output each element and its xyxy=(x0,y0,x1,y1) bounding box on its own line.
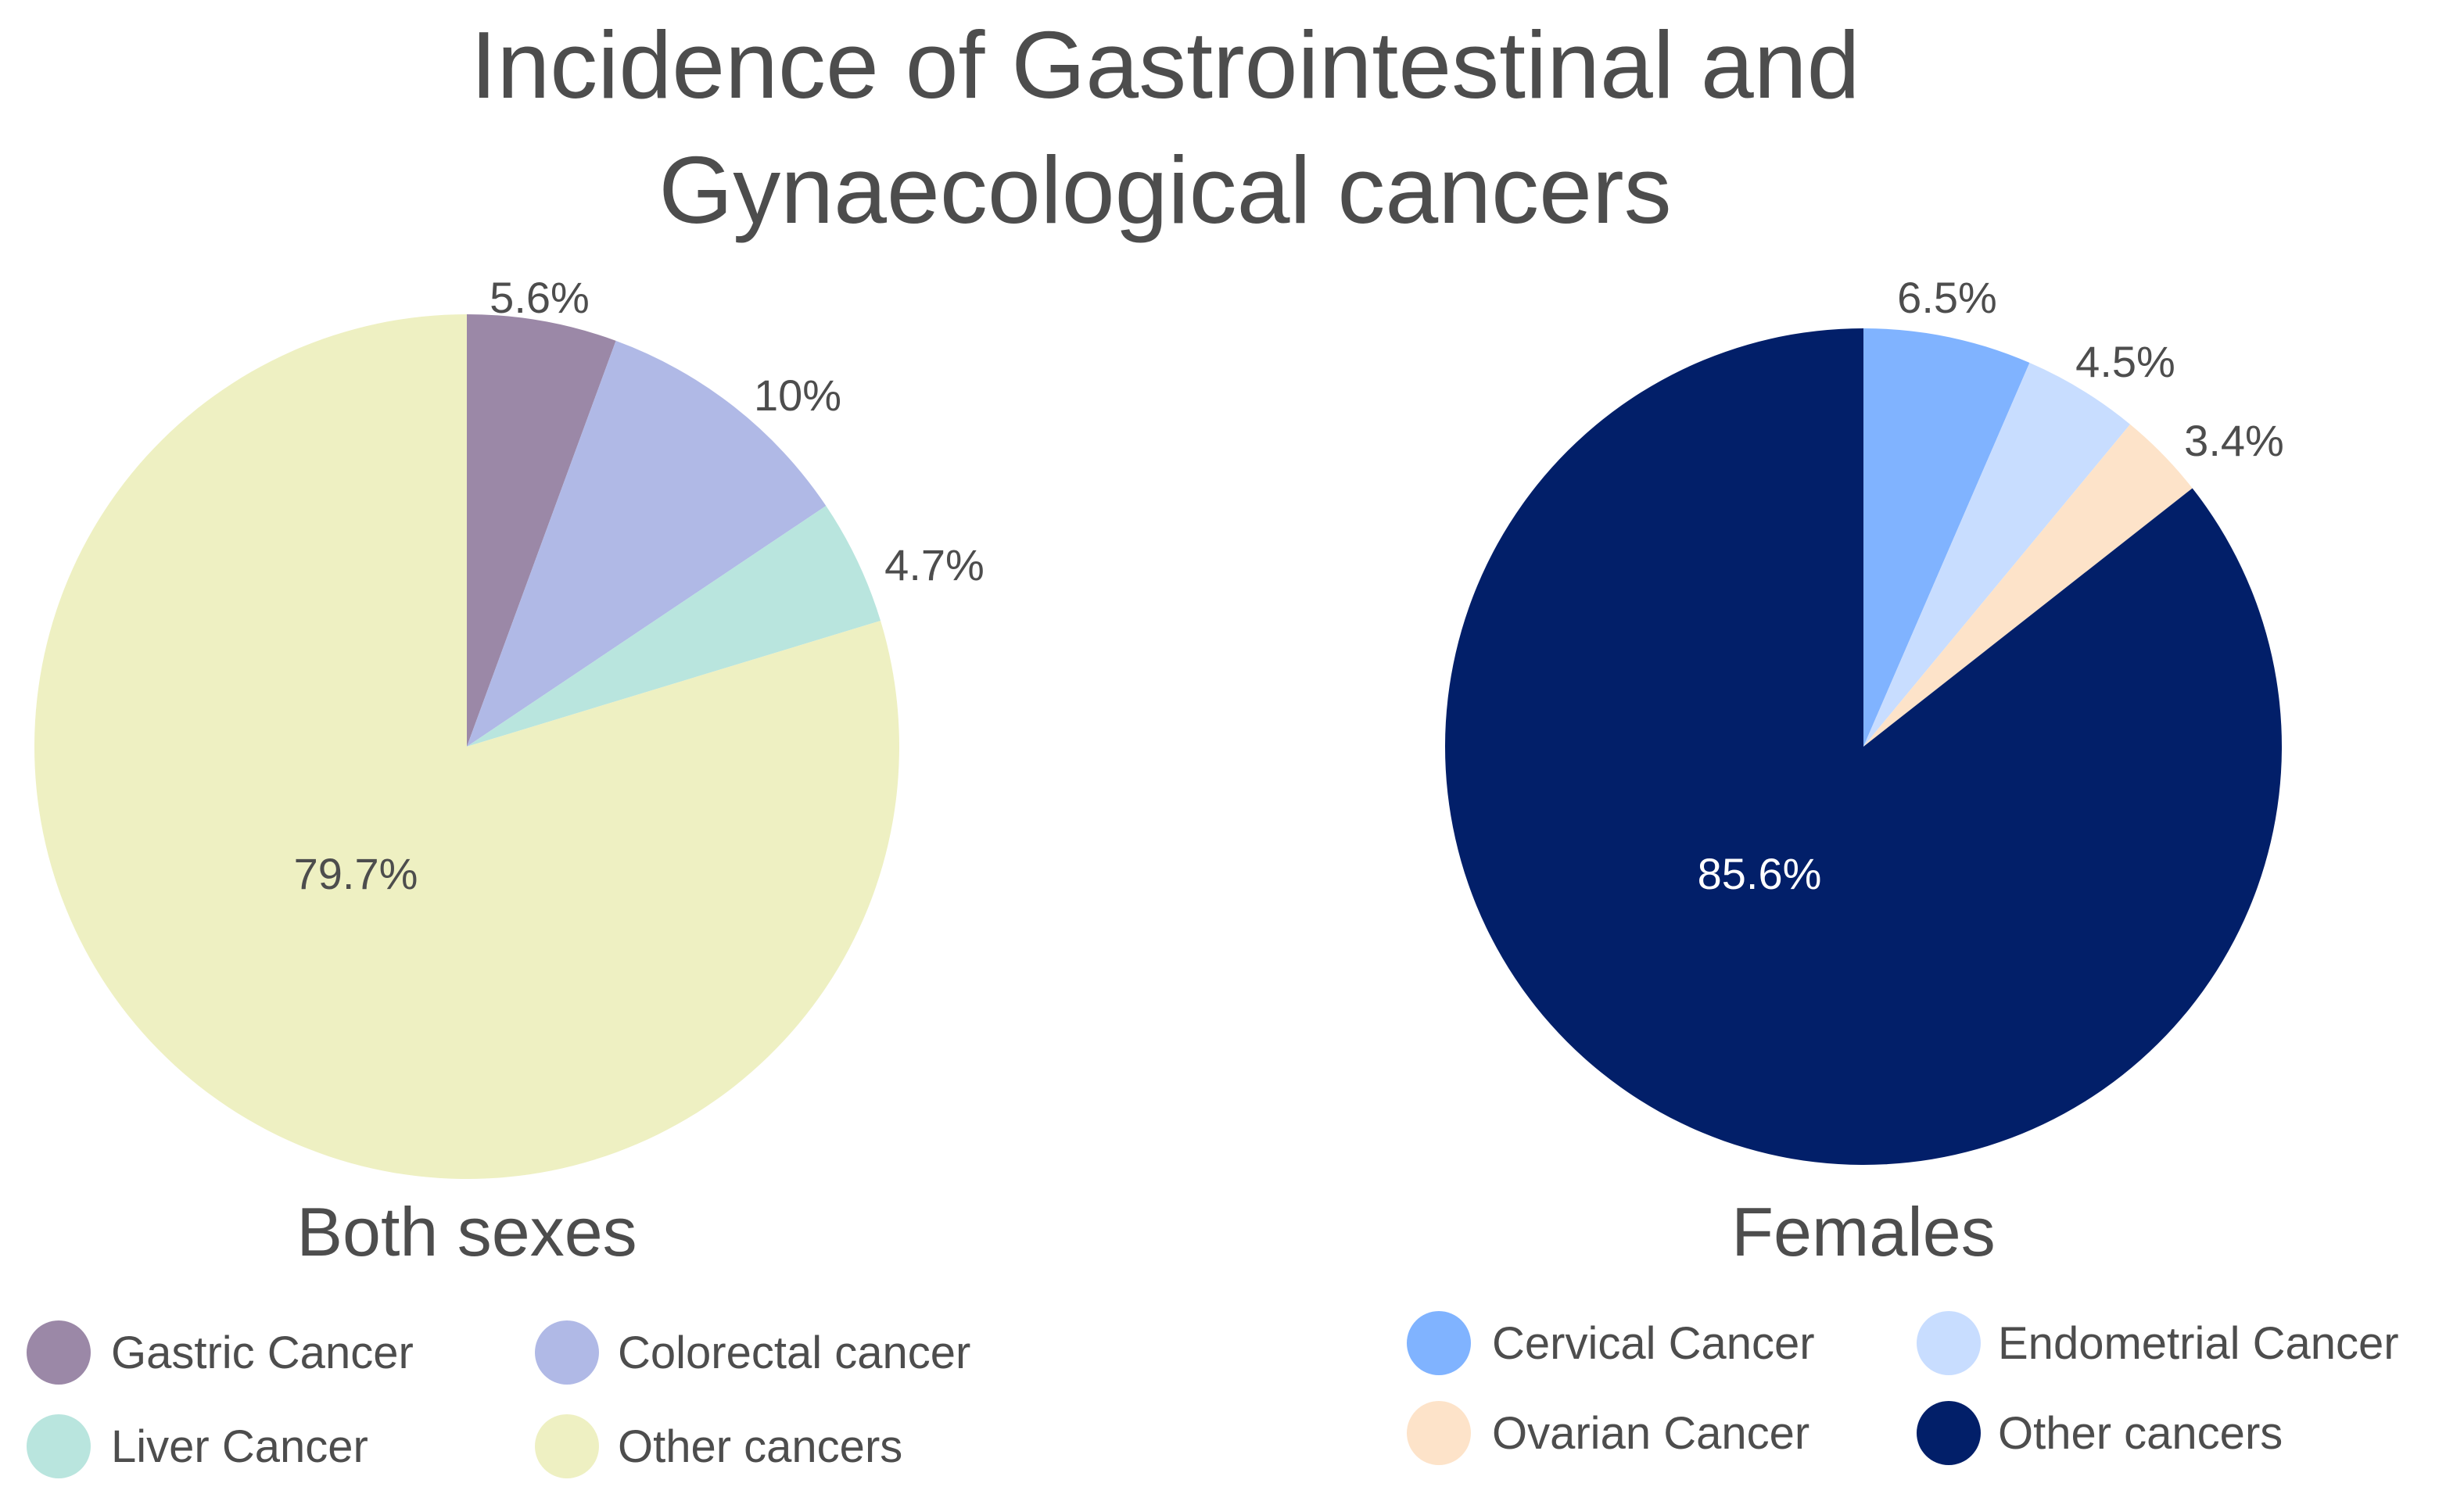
legend-females: Cervical Cancer Endometrial Cancer Ovarian… xyxy=(1407,1311,2399,1465)
legend-label: Cervical Cancer xyxy=(1492,1318,1815,1369)
legend-both-sexes: Gastric Cancer Colorectal cancer Liver Can… xyxy=(27,1320,970,1478)
value-label-colorectal-cancer: 10% xyxy=(754,371,841,420)
pie-slice-liver-cancer xyxy=(467,506,881,747)
pie-subtitle: Both sexes xyxy=(296,1193,637,1270)
legend-marker xyxy=(27,1414,91,1478)
pie-slice-other-cancers xyxy=(1445,328,2282,1166)
legend-label: Ovarian Cancer xyxy=(1492,1408,1809,1459)
legend-item-colorectal-cancer: Colorectal cancer xyxy=(535,1320,970,1385)
legend-item-endometrial-cancer: Endometrial Cancer xyxy=(1917,1311,2399,1375)
legend-item-liver-cancer: Liver Cancer xyxy=(27,1414,368,1478)
legend-label: Gastric Cancer xyxy=(111,1327,414,1378)
value-label-cervical-cancer: 6.5% xyxy=(1897,273,1997,322)
chart-title-line-1: Incidence of Gastrointestinal and xyxy=(471,12,1860,118)
legend-label: Colorectal cancer xyxy=(618,1327,970,1378)
legend-label: Endometrial Cancer xyxy=(1998,1318,2399,1369)
legend-label: Other cancers xyxy=(618,1421,902,1472)
pie-chart-females: 6.5% 4.5%3.4% 85.6% Females Cervical Cancer E… xyxy=(1407,273,2399,1465)
legend-marker xyxy=(1407,1401,1471,1465)
pie-slice-endometrial-cancer xyxy=(1863,363,2131,747)
legend-item-ovarian-cancer: Ovarian Cancer xyxy=(1407,1401,1809,1465)
pie-slice-colorectal-cancer xyxy=(467,340,827,747)
pie-subtitle: Females xyxy=(1731,1193,1995,1270)
value-label-endometrial-cancer: 4.5% xyxy=(2075,337,2175,386)
value-label-liver-cancer: 4.7% xyxy=(884,540,985,589)
pie-slice-gastric-cancer xyxy=(467,314,616,747)
pie-slice-ovarian-cancer xyxy=(1863,424,2193,747)
legend-marker xyxy=(1917,1311,1981,1375)
value-label-gastric-cancer: 5.6% xyxy=(490,273,590,322)
pie-slice-other-cancers xyxy=(34,314,899,1180)
legend-marker xyxy=(535,1414,599,1478)
value-label-ovarian-cancer: 3.4% xyxy=(2184,416,2284,465)
legend-marker xyxy=(1917,1401,1981,1465)
pie-charts-group: 5.6% 10% 4.7% 79.7% Both sexes Gastric Cancer… xyxy=(27,273,2399,1478)
legend-item-cervical-cancer: Cervical Cancer xyxy=(1407,1311,1815,1375)
pie-slice-cervical-cancer xyxy=(1863,328,2030,747)
pie-chart-both-sexes: 5.6% 10% 4.7% 79.7% Both sexes Gastric Cancer… xyxy=(27,273,985,1478)
legend-marker xyxy=(535,1320,599,1385)
legend-marker xyxy=(27,1320,91,1385)
value-label-other-cancers: 79.7% xyxy=(294,849,418,898)
legend-label: Other cancers xyxy=(1998,1408,2283,1459)
chart-title-line-2: Gynaecological cancers xyxy=(658,137,1671,243)
legend-label: Liver Cancer xyxy=(111,1421,368,1472)
legend-item-other-cancers: Other cancers xyxy=(1917,1401,2283,1465)
legend-item-other-cancers: Other cancers xyxy=(535,1414,902,1478)
legend-marker xyxy=(1407,1311,1471,1375)
value-label-other-cancers: 85.6% xyxy=(1698,849,1822,898)
legend-item-gastric-cancer: Gastric Cancer xyxy=(27,1320,414,1385)
